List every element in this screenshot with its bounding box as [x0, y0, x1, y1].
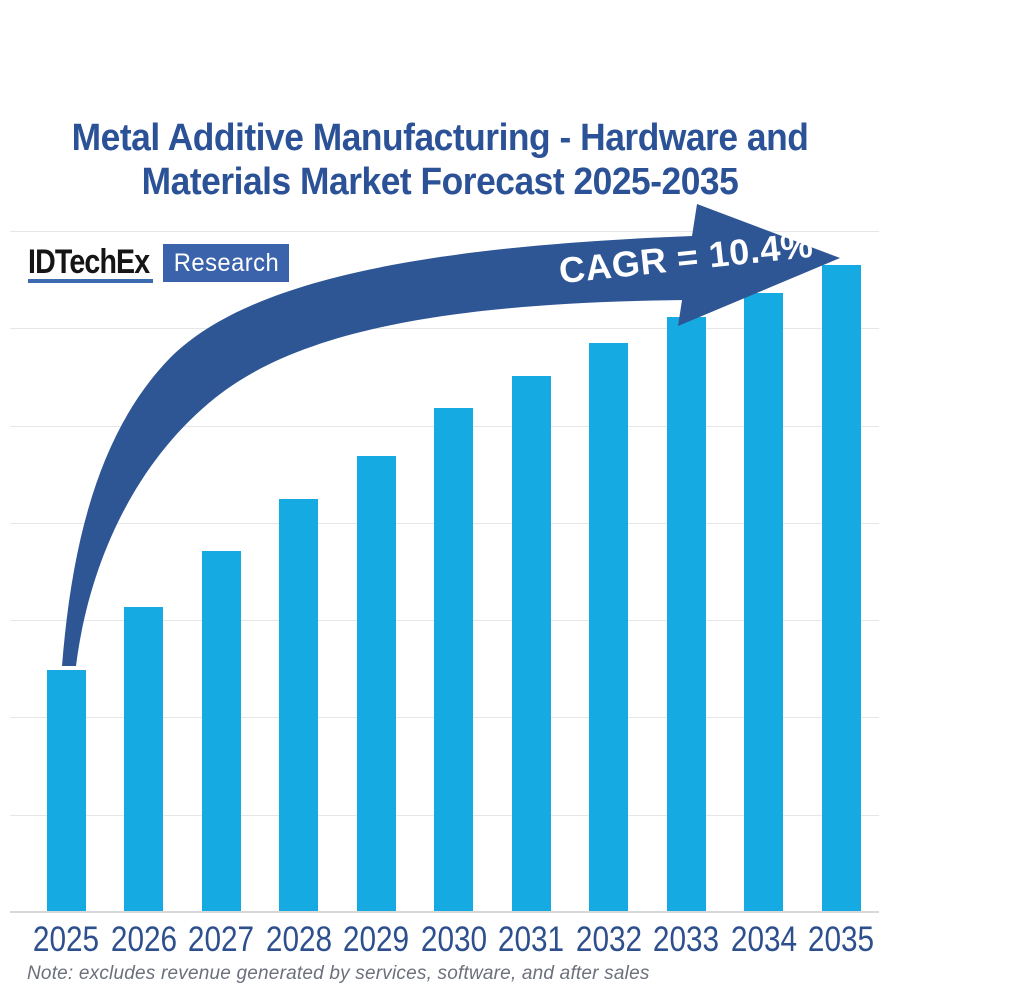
bar-2032: [589, 343, 628, 912]
x-tick-label-2032: 2032: [575, 920, 642, 959]
bar-2035: [821, 265, 861, 912]
plot-area: [10, 231, 879, 913]
gridline: [10, 231, 879, 232]
bar-2027: [201, 551, 241, 912]
chart-title-line2: Materials Market Forecast 2025-2035: [141, 161, 739, 203]
bar-2028: [279, 499, 318, 912]
footnote-text: Note: excludes revenue generated by serv…: [27, 963, 650, 984]
x-tick-label-2026: 2026: [110, 920, 177, 959]
x-tick-label-2030: 2030: [420, 920, 487, 959]
bar-2026: [124, 607, 163, 912]
x-tick-label-2025: 2025: [32, 920, 100, 959]
chart-title-line1: Metal Additive Manufacturing - Hardware …: [71, 117, 809, 159]
x-tick-label-2029: 2029: [342, 920, 410, 959]
bar-2031: [511, 376, 551, 912]
bar-2034: [744, 293, 783, 912]
bar-2033: [666, 317, 706, 912]
x-tick-label-2028: 2028: [265, 920, 332, 959]
x-tick-label-2035: 2035: [807, 920, 875, 959]
bar-2025: [46, 670, 86, 912]
x-axis-line: [10, 911, 879, 913]
x-tick-label-2031: 2031: [497, 920, 565, 959]
bar-2029: [356, 456, 396, 912]
bar-2030: [434, 408, 473, 912]
x-axis-labels: 2025 2026 2027 2028 2029 2030 2031 2032 2033 2034…: [0, 920, 1024, 962]
x-tick-label-2027: 2027: [187, 920, 255, 959]
x-tick-label-2034: 2034: [730, 920, 797, 959]
x-tick-label-2033: 2033: [652, 920, 720, 959]
chart-title: Metal Additive Manufacturing - Hardware …: [68, 116, 812, 204]
